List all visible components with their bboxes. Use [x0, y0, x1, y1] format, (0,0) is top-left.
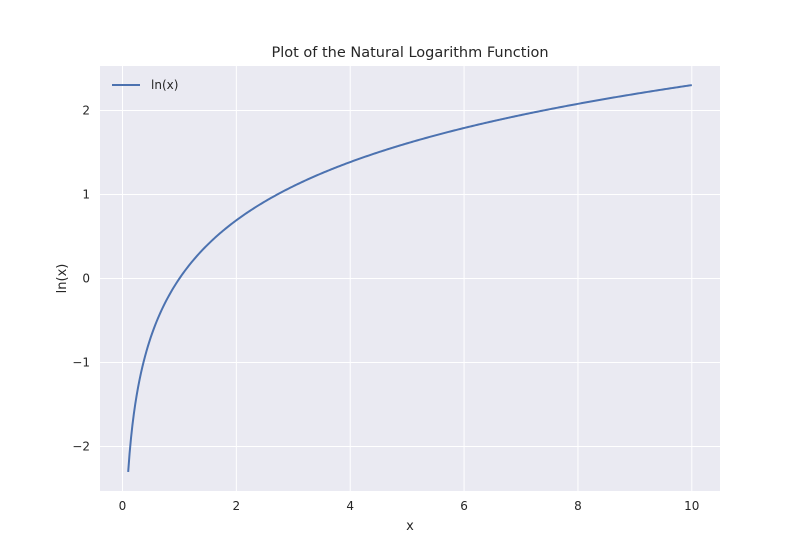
series-layer [127, 84, 692, 472]
x-tick-label: 4 [346, 499, 354, 513]
y-tick-label: 1 [82, 188, 90, 202]
y-tick-label: −2 [72, 439, 90, 453]
series-line-ln-x [127, 84, 692, 472]
chart-title: Plot of the Natural Logarithm Function [271, 45, 548, 61]
x-tick-label: 6 [460, 499, 468, 513]
legend: ln(x) [112, 78, 178, 92]
x-tick-label: 8 [574, 499, 582, 513]
x-tick-label: 2 [233, 499, 241, 513]
y-tick-label: −1 [72, 355, 90, 369]
y-axis-label: ln(x) [55, 264, 70, 294]
legend-label-ln-x: ln(x) [151, 78, 178, 92]
y-tick-label: 0 [82, 272, 90, 286]
x-tick-label: 0 [119, 499, 127, 513]
x-tick-label: 10 [684, 499, 699, 513]
y-tick-labels: −2 −1 0 1 2 [72, 104, 90, 454]
x-axis-label: x [406, 519, 414, 534]
y-tick-label: 2 [82, 104, 90, 118]
grid-lines [100, 66, 720, 491]
x-tick-labels: 0 2 4 6 8 10 [119, 499, 700, 513]
